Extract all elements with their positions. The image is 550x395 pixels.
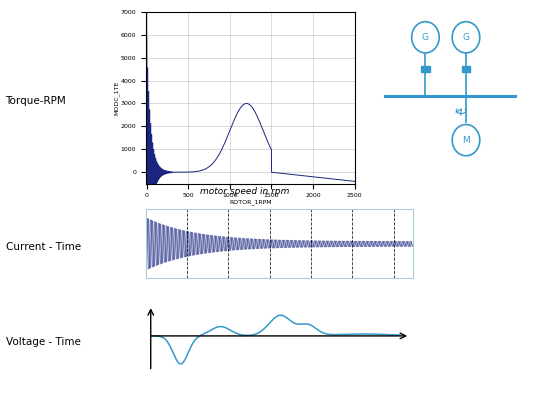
Text: G: G: [463, 33, 470, 42]
Text: Voltage - Time: Voltage - Time: [6, 337, 80, 347]
Bar: [461, 66, 470, 72]
Text: M: M: [462, 135, 470, 145]
Text: motor speed in rpm: motor speed in rpm: [200, 186, 289, 196]
Text: G: G: [422, 33, 429, 42]
Text: Current - Time: Current - Time: [6, 242, 81, 252]
Text: Torque-RPM: Torque-RPM: [6, 96, 66, 106]
Y-axis label: MODC_1TE: MODC_1TE: [113, 81, 119, 115]
Bar: [421, 66, 430, 72]
X-axis label: ROTOR_1RPM: ROTOR_1RPM: [229, 200, 272, 205]
